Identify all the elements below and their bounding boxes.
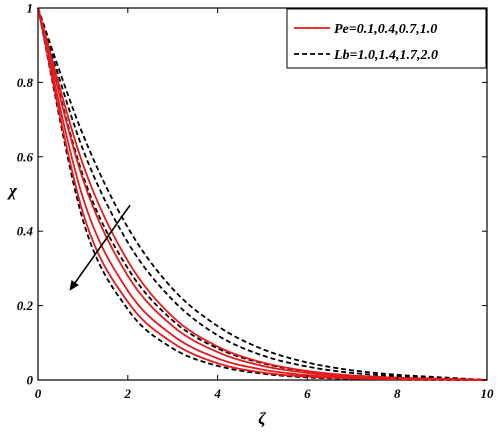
series-line-pe-8 <box>37 7 488 381</box>
y-tick-label: 0 <box>27 373 34 388</box>
x-tick-label: 8 <box>394 386 401 401</box>
y-tick-label: 0.4 <box>17 224 34 239</box>
x-tick-label: 6 <box>304 386 311 401</box>
x-axis-label: ζ <box>258 409 266 428</box>
x-tick-label: 0 <box>35 386 42 401</box>
legend: Pe=0.1,0.4,0.7,1.0 Lb=1.0,1.4,1.7,2.0 <box>286 8 487 69</box>
arrow-line <box>74 204 131 284</box>
x-tick-label: 10 <box>481 386 495 401</box>
y-tick-label: 1 <box>27 1 34 16</box>
y-tick-label: 0.6 <box>17 149 34 164</box>
x-tick-label: 4 <box>213 386 221 401</box>
legend-label-lb: Lb=1.0,1.4,1.7,2.0 <box>333 48 438 63</box>
annotation-arrow <box>69 204 131 291</box>
legend-label-pe: Pe=0.1,0.4,0.7,1.0 <box>334 22 437 37</box>
y-axis-label: χ <box>7 181 18 200</box>
y-tick-label: 0.8 <box>17 75 34 90</box>
series-line-lb-4 <box>37 7 488 381</box>
series-line-lb-3 <box>37 7 488 381</box>
series-layer <box>37 7 488 381</box>
plot-frame <box>37 7 488 381</box>
ticks-layer: 0 2 4 6 8 10 0 0.2 0.4 0.6 0.8 1 <box>17 1 494 402</box>
legend-box <box>286 8 487 69</box>
arrow-head <box>69 279 79 291</box>
x-tick-label: 2 <box>124 386 132 401</box>
y-tick-label: 0.2 <box>17 298 34 313</box>
